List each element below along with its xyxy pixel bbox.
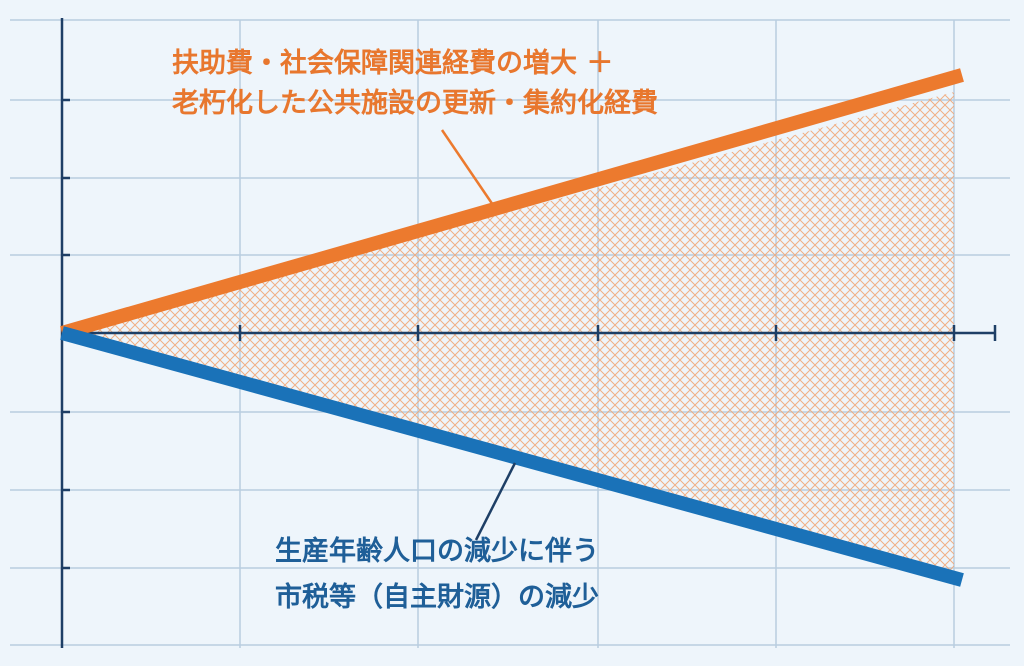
label: 扶助費・社会保障関連経費の増大 ＋	[172, 47, 613, 79]
expense-line	[60, 68, 964, 340]
revenue-line	[60, 326, 964, 587]
label: 市税等（自主財源）の減少	[275, 581, 599, 613]
label: 老朽化した公共施設の更新・集約化経費	[172, 87, 658, 119]
leader-line	[440, 129, 495, 206]
leader-line	[474, 462, 517, 541]
label: 生産年齢人口の減少に伴う	[275, 535, 599, 567]
